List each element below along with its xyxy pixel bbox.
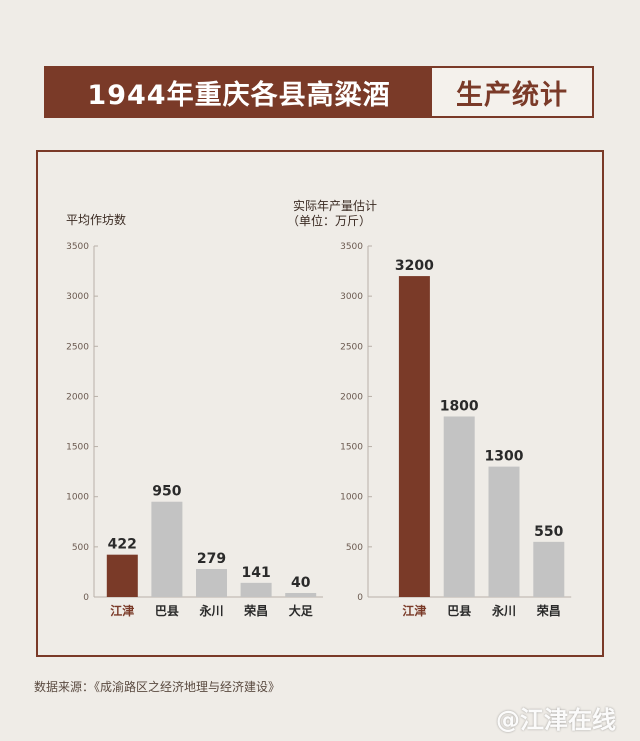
y-tick-label: 2000 bbox=[66, 392, 89, 402]
y-tick-label: 500 bbox=[72, 543, 89, 553]
bar-大足 bbox=[285, 592, 317, 597]
data-label: 550 bbox=[534, 524, 563, 540]
y-tick-label: 1000 bbox=[66, 493, 89, 503]
x-category-label: 巴县 bbox=[155, 604, 179, 618]
data-label: 1800 bbox=[440, 398, 479, 414]
title-banner: 1944年重庆各县高粱酒 生产统计 bbox=[44, 66, 594, 118]
watermark-logo: @江津在线 bbox=[496, 706, 616, 734]
bar-巴县 bbox=[443, 416, 475, 597]
bar-江津 bbox=[398, 276, 430, 597]
x-category-label: 江津 bbox=[402, 603, 426, 618]
page-title: 1944年重庆各县高粱酒 bbox=[46, 68, 432, 116]
source-note: 数据来源：《成渝路区之经济地理与经济建设》 bbox=[34, 680, 281, 694]
x-category-label: 巴县 bbox=[447, 604, 471, 618]
y-axis-label: 平均作坊数 bbox=[66, 212, 126, 227]
y-tick-label: 1000 bbox=[340, 493, 363, 503]
y-tick-label: 2000 bbox=[340, 392, 363, 402]
y-tick-label: 2500 bbox=[66, 342, 89, 352]
chart-panel bbox=[36, 150, 604, 657]
y-tick-label: 3000 bbox=[66, 292, 89, 302]
y-tick-label: 3000 bbox=[340, 292, 363, 302]
y-tick-label: 0 bbox=[83, 593, 89, 603]
y-axis-unit-label: （单位：万斤） bbox=[287, 213, 371, 228]
y-tick-label: 3500 bbox=[340, 242, 363, 252]
bar-江津 bbox=[106, 554, 138, 597]
y-tick-label: 500 bbox=[346, 543, 363, 553]
y-tick-label: 1500 bbox=[340, 443, 363, 453]
data-label: 40 bbox=[291, 575, 311, 591]
data-label: 1300 bbox=[485, 449, 524, 465]
y-tick-label: 2500 bbox=[340, 342, 363, 352]
data-label: 141 bbox=[241, 565, 270, 581]
bar-永川 bbox=[196, 569, 227, 597]
data-label: 950 bbox=[152, 484, 181, 500]
y-axis-label: 实际年产量估计 bbox=[293, 198, 377, 213]
bar-巴县 bbox=[151, 501, 183, 597]
bar-荣昌 bbox=[533, 541, 565, 597]
x-category-label: 江津 bbox=[110, 603, 134, 618]
data-label: 422 bbox=[108, 537, 137, 553]
x-category-label: 永川 bbox=[198, 603, 223, 618]
x-category-label: 永川 bbox=[491, 603, 516, 618]
data-label: 279 bbox=[197, 551, 226, 567]
y-tick-label: 0 bbox=[357, 593, 363, 603]
bar-荣昌 bbox=[240, 582, 272, 597]
x-category-label: 大足 bbox=[289, 603, 313, 618]
bar-永川 bbox=[488, 466, 520, 597]
page-subtitle: 生产统计 bbox=[432, 68, 592, 116]
data-label: 3200 bbox=[395, 258, 434, 274]
y-tick-label: 3500 bbox=[66, 242, 89, 252]
x-category-label: 荣昌 bbox=[536, 603, 561, 618]
y-tick-label: 1500 bbox=[66, 443, 89, 453]
x-category-label: 荣昌 bbox=[243, 603, 268, 618]
